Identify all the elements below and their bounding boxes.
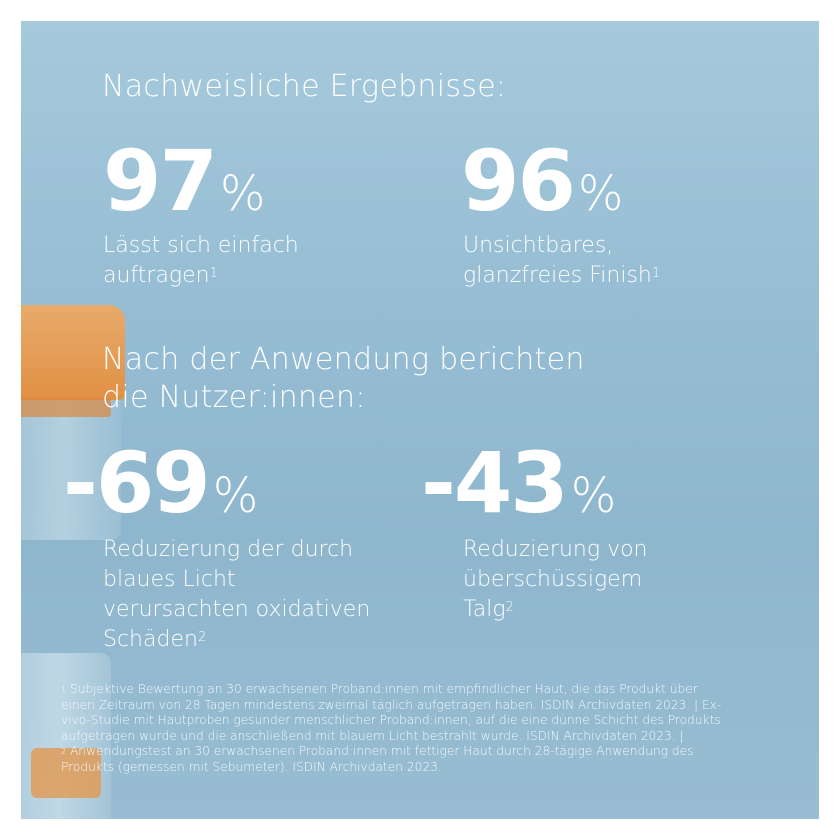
label-line: Lässt sich einfach xyxy=(103,233,299,258)
heading-line: Nach der Anwendung berichten xyxy=(102,342,585,377)
stat-97: 97% xyxy=(103,139,266,223)
promo-canvas: Nachweisliche Ergebnisse: 97% Lässt sich… xyxy=(21,21,819,819)
jar-label-2 xyxy=(31,748,101,798)
footnote-line: Subjektive Bewertung an 30 erwachsenen P… xyxy=(69,682,698,696)
footnote-block: 1 Subjektive Bewertung an 30 erwachsenen… xyxy=(61,682,721,776)
stat-value: 97 xyxy=(103,132,218,230)
stat-96-label: Unsichtbares, glanzfreies Finish1 xyxy=(463,231,660,291)
label-line: Schäden xyxy=(103,627,198,652)
footnote-line: Anwendungstest an 30 erwachsenen Proband… xyxy=(69,744,694,759)
label-line: Reduzierung von xyxy=(463,537,648,562)
jar-lid xyxy=(21,305,125,400)
product-jar-image-2 xyxy=(21,653,111,819)
label-line: Reduzierung der durch xyxy=(103,537,354,562)
stat-96: 96% xyxy=(461,139,624,223)
results-heading: Nachweisliche Ergebnisse: xyxy=(102,69,507,104)
label-line: verursachten oxidativen xyxy=(103,597,371,622)
footnote-ref: 1 xyxy=(651,266,661,281)
label-line: auftragen xyxy=(103,263,210,288)
percent-sign: % xyxy=(212,468,259,524)
percent-sign: % xyxy=(577,166,624,222)
stat-value: 96 xyxy=(461,132,576,230)
stat-value: -69 xyxy=(63,434,211,532)
stat-value: -43 xyxy=(421,434,569,532)
percent-sign: % xyxy=(219,166,266,222)
footnote-ref: 2 xyxy=(197,630,207,645)
jar-label xyxy=(21,397,111,417)
percent-sign: % xyxy=(570,468,617,524)
stat-minus-69-label: Reduzierung der durch blaues Licht verur… xyxy=(103,535,370,655)
users-heading: Nach der Anwendung berichten die Nutzer:… xyxy=(102,341,585,417)
footnote-ref: 1 xyxy=(61,685,67,694)
footnote-ref: 2 xyxy=(61,747,67,757)
label-line: überschüssigem xyxy=(463,567,643,592)
footnote-line: aufgetragen wurde und die anschließend m… xyxy=(61,728,684,743)
label-line: Unsichtbares, xyxy=(463,233,614,258)
label-line: blaues Licht xyxy=(103,567,236,592)
stat-97-label: Lässt sich einfach auftragen1 xyxy=(103,231,299,291)
product-jar-image xyxy=(21,305,125,540)
stat-minus-43: -43% xyxy=(421,441,616,525)
footnote-ref: 1 xyxy=(209,266,218,281)
label-line: Talg xyxy=(463,597,506,622)
label-line: glanzfreies Finish xyxy=(463,263,652,288)
footnote-line: einen Zeitraum von 28 Tagen mindestens z… xyxy=(61,697,722,712)
footnote-line: vivo-Studie mit Hautproben gesunder mens… xyxy=(61,713,721,728)
stat-minus-43-label: Reduzierung von überschüssigem Talg2 xyxy=(463,535,648,625)
footnote-line: Produkts (gemessen mit Sebumeter). ISDIN… xyxy=(61,759,442,774)
stat-minus-69: -69% xyxy=(63,441,258,525)
footnote-ref: 2 xyxy=(505,600,514,615)
heading-line: die Nutzer:innen: xyxy=(102,380,366,415)
